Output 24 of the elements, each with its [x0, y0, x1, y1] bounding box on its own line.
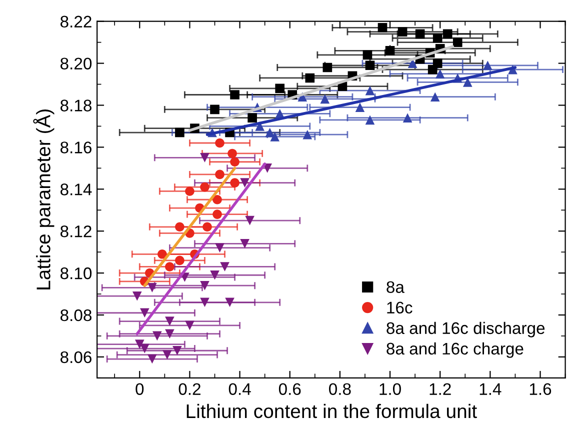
x-tick-label: 0	[136, 383, 144, 395]
x-tick-label: 0.6	[278, 383, 301, 395]
y-axis-title: Lattice parameter (Å)	[33, 110, 54, 290]
y-tick-label: 8.18	[60, 100, 92, 112]
y-tick-label: 8.22	[60, 16, 92, 28]
y-tick-label: 8.20	[60, 58, 92, 70]
y-tick-label: 8.10	[60, 267, 92, 280]
x-tick-label: 1.4	[480, 383, 502, 395]
legend-label: 16c	[387, 302, 412, 314]
y-tick-label: 8.16	[60, 142, 92, 154]
x-tick-label: 1.6	[530, 383, 552, 395]
legend-label: 8a and 16c charge	[386, 342, 524, 358]
legend-label: 8a and 16c discharge	[386, 322, 545, 338]
x-tick-label: 0.4	[228, 383, 251, 395]
x-tick-label: 1.0	[380, 383, 401, 395]
x-tick-label: 1.2	[430, 383, 451, 395]
x-tick-label: 0.8	[329, 383, 351, 395]
legend-label: 8a	[386, 281, 404, 293]
y-tick-label: 8.08	[60, 309, 92, 322]
x-axis-title: Lithium content in the formula unit	[186, 404, 477, 418]
x-tick-label: 0.2	[178, 383, 200, 395]
y-tick-label: 8.12	[60, 225, 92, 238]
y-tick-label: 8.06	[60, 351, 92, 364]
y-tick-label: 8.14	[60, 184, 92, 196]
